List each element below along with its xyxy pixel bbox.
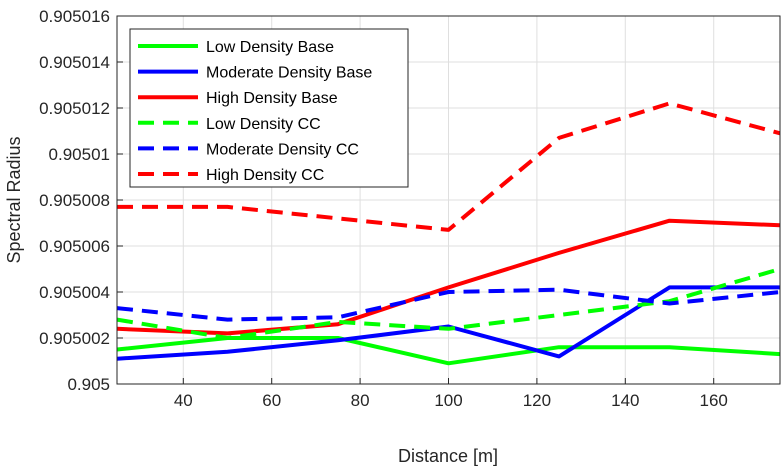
y-tick-label: 0.905012 bbox=[39, 99, 110, 118]
y-tick-label: 0.905008 bbox=[39, 191, 110, 210]
y-tick-label: 0.905014 bbox=[39, 53, 110, 72]
series-line-high-density-cc bbox=[117, 101, 781, 232]
legend-box bbox=[129, 28, 409, 188]
legend-label: Moderate Density Base bbox=[206, 65, 372, 82]
legend-label: Moderate Density CC bbox=[206, 141, 359, 158]
x-tick-label: 140 bbox=[611, 391, 639, 410]
y-tick-label: 0.905004 bbox=[39, 283, 110, 302]
x-axis-label: Distance [m] bbox=[398, 446, 498, 466]
legend-label: High Density Base bbox=[206, 90, 338, 107]
x-tick-label: 120 bbox=[523, 391, 551, 410]
legend-label: Low Density CC bbox=[206, 116, 321, 133]
y-axis-ticks: 0.905 0.905002 0.905004 0.905006 0.905008 0.9… bbox=[39, 7, 123, 394]
legend-label: High Density CC bbox=[206, 167, 324, 184]
series-layer bbox=[116, 101, 781, 366]
x-tick-label: 40 bbox=[174, 391, 193, 410]
x-tick-label: 60 bbox=[262, 391, 281, 410]
y-tick-label: 0.90501 bbox=[49, 145, 110, 164]
legend-label: Low Density Base bbox=[206, 39, 334, 56]
series-line-moderate-density-cc bbox=[116, 287, 781, 322]
y-tick-label: 0.905016 bbox=[39, 7, 110, 26]
x-tick-label: 100 bbox=[434, 391, 462, 410]
y-tick-label: 0.905006 bbox=[39, 237, 110, 256]
series-line-high-density-base bbox=[116, 218, 781, 336]
y-axis-label: Spectral Radius bbox=[4, 136, 24, 263]
y-tick-label: 0.905002 bbox=[39, 329, 110, 348]
x-tick-label: 160 bbox=[700, 391, 728, 410]
x-tick-label: 80 bbox=[351, 391, 370, 410]
series-line-moderate-density-base bbox=[116, 285, 780, 361]
x-axis-ticks: 40 60 80 100 120 140 160 bbox=[174, 378, 728, 410]
legend: Low Density Base Moderate Density Base Hig… bbox=[129, 28, 409, 188]
series-line-low-density-cc bbox=[116, 267, 781, 340]
y-tick-label: 0.905 bbox=[67, 375, 110, 394]
